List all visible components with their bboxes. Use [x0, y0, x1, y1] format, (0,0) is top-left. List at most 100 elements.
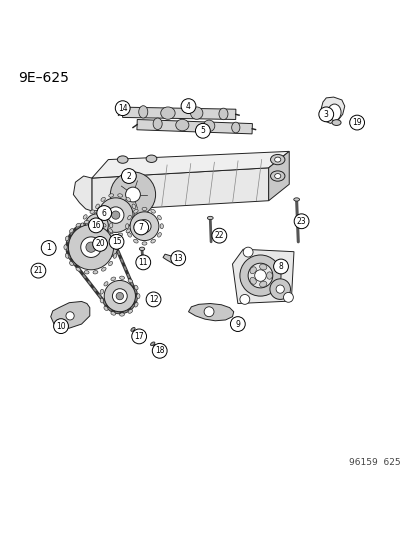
- Ellipse shape: [270, 171, 284, 181]
- Ellipse shape: [293, 198, 299, 201]
- Circle shape: [138, 220, 151, 233]
- Circle shape: [93, 237, 107, 251]
- Ellipse shape: [95, 222, 99, 226]
- Ellipse shape: [259, 281, 266, 287]
- Polygon shape: [105, 238, 117, 256]
- Text: 5: 5: [200, 126, 205, 135]
- Ellipse shape: [133, 209, 138, 213]
- Ellipse shape: [157, 215, 161, 220]
- Ellipse shape: [109, 223, 113, 228]
- Text: 16: 16: [91, 221, 100, 230]
- Polygon shape: [92, 168, 268, 211]
- Polygon shape: [92, 151, 289, 178]
- Circle shape: [318, 107, 333, 122]
- Ellipse shape: [331, 120, 340, 125]
- Ellipse shape: [259, 264, 266, 270]
- Polygon shape: [73, 176, 92, 211]
- Ellipse shape: [190, 107, 202, 119]
- Ellipse shape: [128, 309, 132, 313]
- Text: 21: 21: [33, 266, 43, 275]
- Circle shape: [349, 115, 363, 130]
- Text: 6: 6: [102, 208, 107, 217]
- Ellipse shape: [125, 224, 128, 229]
- Circle shape: [31, 263, 46, 278]
- Ellipse shape: [131, 327, 135, 332]
- Ellipse shape: [93, 220, 97, 224]
- Circle shape: [135, 255, 150, 270]
- Ellipse shape: [64, 245, 67, 249]
- Ellipse shape: [69, 261, 74, 266]
- Ellipse shape: [134, 285, 138, 290]
- Ellipse shape: [99, 237, 103, 241]
- Circle shape: [81, 237, 101, 257]
- Ellipse shape: [93, 271, 97, 274]
- Ellipse shape: [69, 229, 74, 233]
- Circle shape: [112, 289, 127, 303]
- Ellipse shape: [142, 242, 147, 245]
- Ellipse shape: [111, 312, 115, 315]
- Ellipse shape: [249, 267, 256, 273]
- Circle shape: [239, 255, 280, 296]
- Polygon shape: [188, 303, 233, 321]
- Ellipse shape: [117, 194, 122, 197]
- Ellipse shape: [127, 232, 131, 237]
- Text: 13: 13: [173, 254, 183, 263]
- Polygon shape: [51, 302, 90, 328]
- Circle shape: [146, 292, 161, 307]
- Ellipse shape: [83, 215, 87, 219]
- Circle shape: [269, 279, 290, 300]
- Ellipse shape: [266, 272, 272, 279]
- Ellipse shape: [146, 155, 157, 163]
- Text: 18: 18: [154, 346, 164, 356]
- Ellipse shape: [65, 236, 69, 241]
- Ellipse shape: [104, 306, 108, 311]
- Circle shape: [131, 329, 146, 344]
- Circle shape: [204, 307, 214, 317]
- Text: 7: 7: [138, 223, 143, 232]
- Text: 1: 1: [46, 244, 51, 253]
- Circle shape: [254, 270, 266, 281]
- Polygon shape: [320, 97, 344, 124]
- Ellipse shape: [218, 108, 228, 120]
- Ellipse shape: [157, 232, 161, 237]
- Ellipse shape: [101, 229, 105, 233]
- Text: 12: 12: [148, 295, 158, 304]
- Ellipse shape: [81, 223, 84, 228]
- Text: 9: 9: [235, 320, 240, 328]
- Ellipse shape: [101, 197, 105, 201]
- Ellipse shape: [119, 313, 124, 316]
- Ellipse shape: [134, 302, 138, 307]
- Ellipse shape: [160, 107, 175, 119]
- Ellipse shape: [90, 237, 95, 241]
- Ellipse shape: [35, 266, 39, 270]
- Circle shape: [180, 99, 195, 114]
- Circle shape: [109, 235, 123, 249]
- Circle shape: [88, 218, 103, 233]
- Ellipse shape: [136, 294, 140, 298]
- Ellipse shape: [274, 157, 280, 162]
- Ellipse shape: [274, 174, 280, 179]
- Circle shape: [211, 228, 226, 243]
- Ellipse shape: [119, 276, 124, 279]
- Ellipse shape: [84, 220, 89, 224]
- Circle shape: [112, 211, 119, 219]
- Circle shape: [85, 214, 108, 237]
- Ellipse shape: [90, 210, 95, 213]
- Ellipse shape: [76, 223, 81, 227]
- Circle shape: [115, 101, 130, 116]
- Text: 9E–625: 9E–625: [18, 71, 69, 85]
- Ellipse shape: [76, 268, 81, 271]
- Ellipse shape: [109, 194, 114, 197]
- Ellipse shape: [111, 277, 115, 280]
- Text: 4: 4: [185, 102, 190, 111]
- Ellipse shape: [109, 233, 114, 237]
- Ellipse shape: [100, 289, 103, 294]
- Ellipse shape: [101, 268, 106, 271]
- Text: 2: 2: [126, 172, 131, 181]
- Ellipse shape: [113, 236, 116, 241]
- Ellipse shape: [127, 215, 131, 220]
- Circle shape: [152, 343, 167, 358]
- Ellipse shape: [132, 222, 135, 226]
- Ellipse shape: [113, 254, 116, 259]
- Circle shape: [68, 224, 114, 270]
